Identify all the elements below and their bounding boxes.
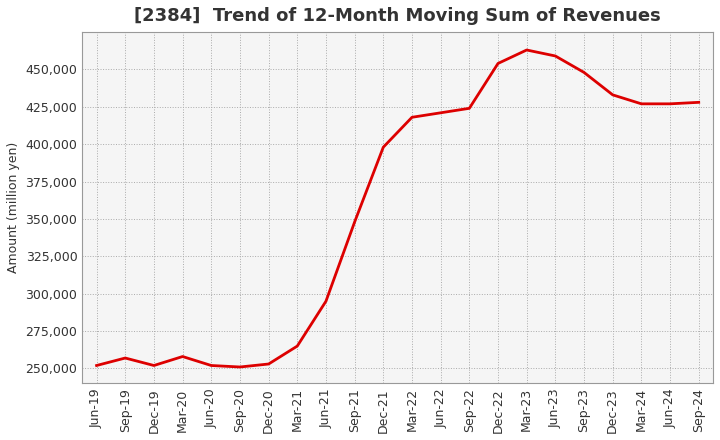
Title: [2384]  Trend of 12-Month Moving Sum of Revenues: [2384] Trend of 12-Month Moving Sum of R… xyxy=(134,7,661,25)
Y-axis label: Amount (million yen): Amount (million yen) xyxy=(7,142,20,273)
